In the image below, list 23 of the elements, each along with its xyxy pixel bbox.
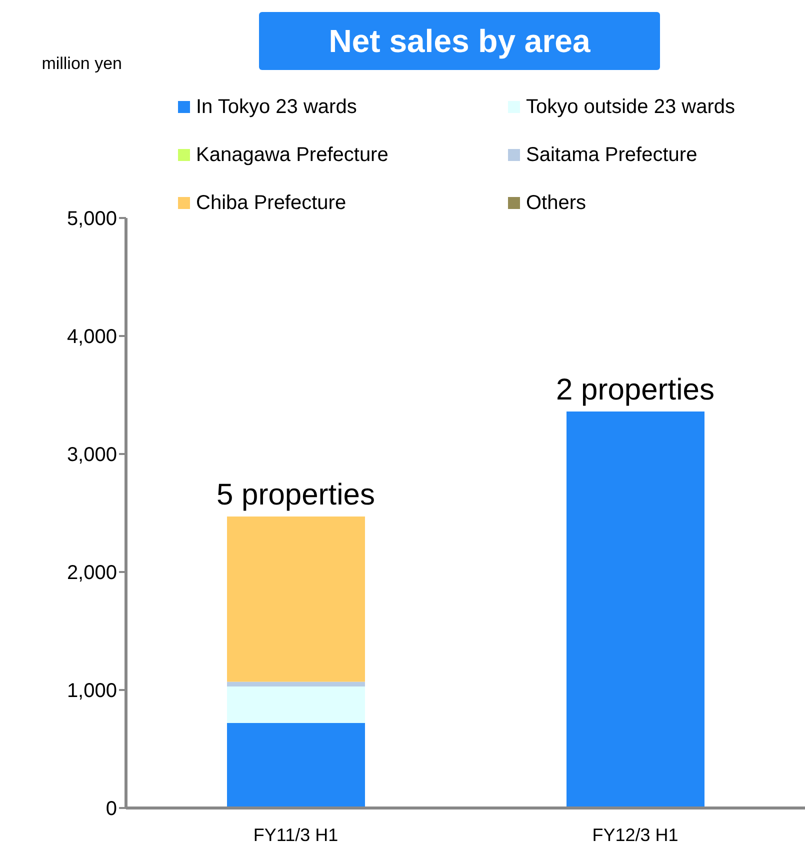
legend-label: Kanagawa Prefecture [196, 144, 388, 166]
legend-label: Tokyo outside 23 wards [526, 96, 736, 118]
bar [227, 682, 365, 686]
legend-label: Chiba Prefecture [196, 192, 346, 214]
legend-label: In Tokyo 23 wards [196, 96, 357, 118]
annotation: 2 properties [556, 374, 714, 407]
y-tick-label: 5,000 [66, 208, 117, 230]
chart-title: Net sales by area [259, 12, 660, 70]
bar [227, 686, 365, 724]
x-tick-label: FY12/3 H1 [592, 824, 678, 845]
y-tick-label: 0 [106, 798, 117, 820]
bar [566, 412, 704, 808]
bar [227, 516, 365, 682]
x-tick-label: FY11/3 H1 [253, 824, 338, 845]
bar [227, 723, 365, 808]
legend-label: Others [526, 192, 586, 214]
y-tick-label: 1,000 [66, 680, 117, 702]
y-tick-label: 4,000 [66, 326, 117, 348]
annotation: 5 properties [216, 478, 375, 512]
legend-label: Saitama Prefecture [526, 144, 698, 166]
y-tick-label: 3,000 [66, 444, 117, 466]
y-tick-label: 2,000 [66, 562, 117, 584]
text: million yen [42, 54, 122, 74]
